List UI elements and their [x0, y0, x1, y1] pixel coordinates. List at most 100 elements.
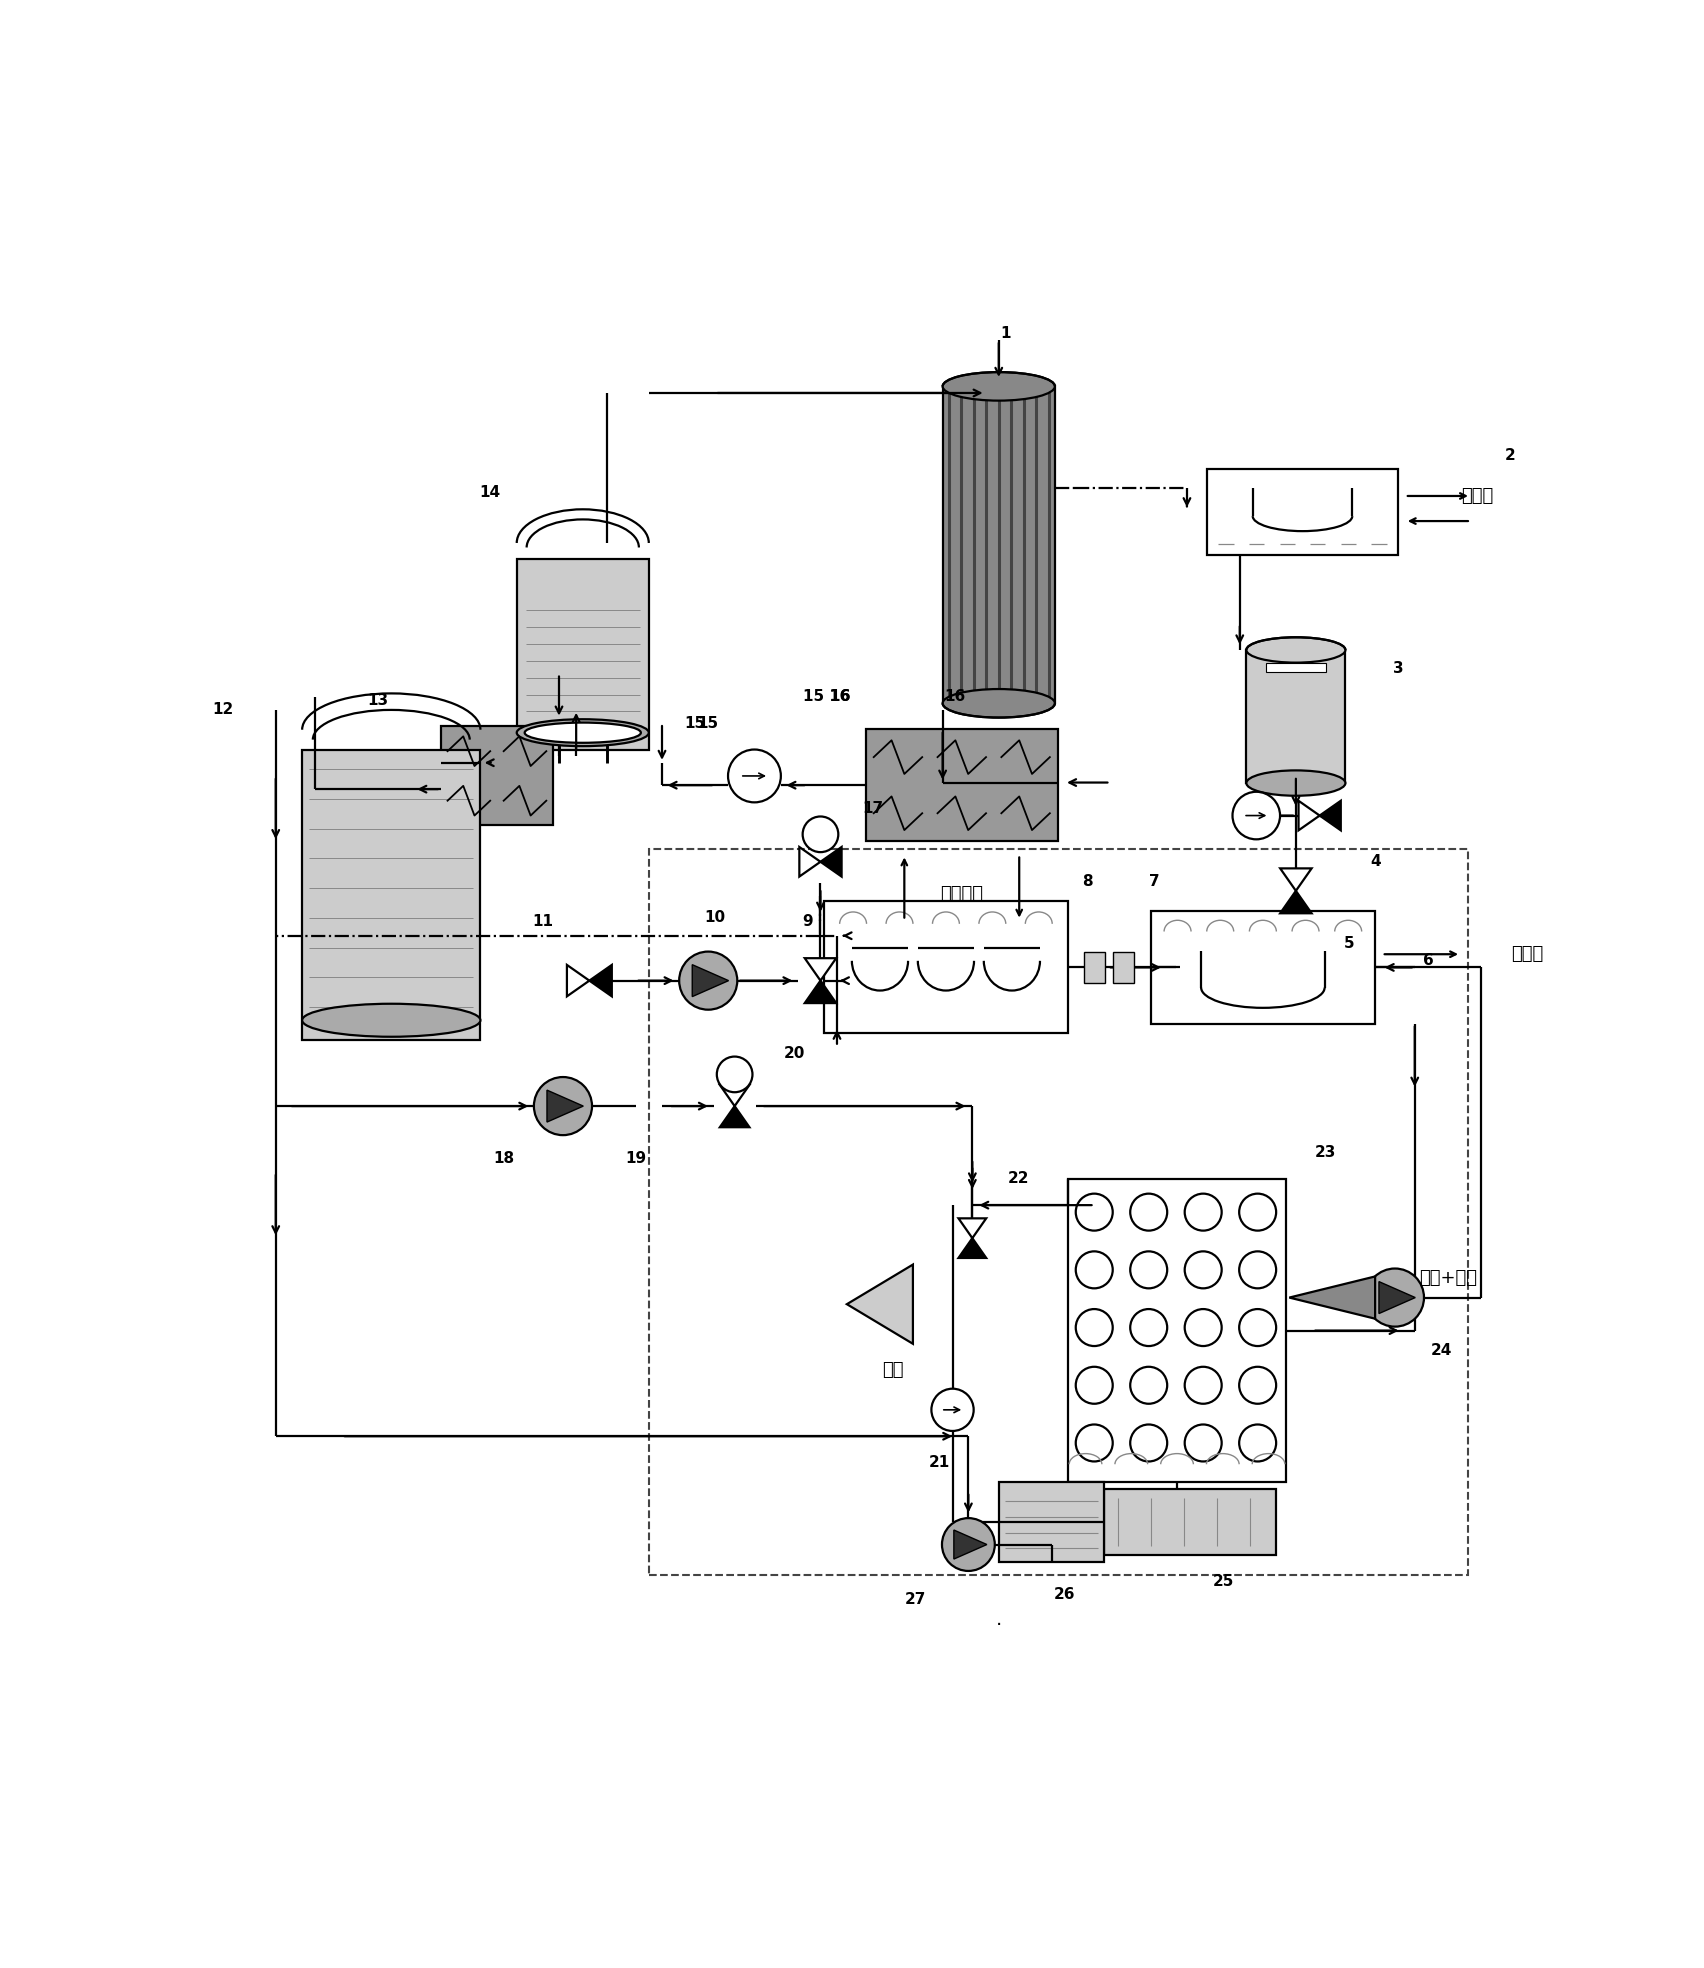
- Ellipse shape: [942, 372, 1055, 401]
- Bar: [1084, 953, 1106, 984]
- Circle shape: [1184, 1425, 1222, 1462]
- Text: 新风+回风: 新风+回风: [1419, 1269, 1477, 1287]
- Polygon shape: [954, 1529, 987, 1559]
- Text: 20: 20: [784, 1045, 804, 1061]
- Text: 5: 5: [1343, 937, 1355, 951]
- Text: 3: 3: [1392, 661, 1404, 677]
- Text: 15 16: 15 16: [803, 689, 850, 703]
- Polygon shape: [1290, 1277, 1375, 1319]
- Text: 24: 24: [1430, 1342, 1452, 1358]
- Circle shape: [1184, 1368, 1222, 1403]
- Circle shape: [1130, 1425, 1167, 1462]
- Bar: [866, 728, 1058, 840]
- Ellipse shape: [1246, 769, 1346, 795]
- Circle shape: [1367, 1269, 1425, 1326]
- Bar: [1113, 953, 1135, 984]
- Text: 2: 2: [1505, 449, 1517, 462]
- Text: 25: 25: [1213, 1574, 1234, 1588]
- Circle shape: [1130, 1309, 1167, 1346]
- Circle shape: [717, 1057, 753, 1092]
- Polygon shape: [821, 846, 842, 876]
- Text: 热源加热: 热源加热: [941, 886, 983, 903]
- Polygon shape: [1280, 868, 1312, 892]
- Circle shape: [1075, 1368, 1113, 1403]
- Polygon shape: [804, 980, 837, 1004]
- Polygon shape: [847, 1265, 913, 1344]
- Bar: [441, 726, 554, 825]
- Circle shape: [1239, 1425, 1276, 1462]
- Ellipse shape: [302, 1004, 481, 1037]
- Text: 17: 17: [862, 801, 884, 817]
- Text: 19: 19: [625, 1151, 646, 1167]
- Bar: [823, 901, 1068, 1033]
- Circle shape: [942, 1517, 995, 1570]
- Text: 7: 7: [1148, 874, 1159, 890]
- Text: 15: 15: [697, 716, 719, 730]
- Text: 15: 15: [685, 716, 705, 730]
- Text: 27: 27: [905, 1592, 927, 1608]
- Circle shape: [1184, 1195, 1222, 1230]
- Text: 22: 22: [1007, 1171, 1029, 1187]
- Text: 冷却水: 冷却水: [1462, 486, 1494, 506]
- Text: 4: 4: [1370, 854, 1380, 870]
- Text: 8: 8: [1082, 874, 1094, 890]
- Bar: [1068, 1179, 1287, 1482]
- Text: 23: 23: [1315, 1145, 1336, 1159]
- Circle shape: [1130, 1195, 1167, 1230]
- Circle shape: [533, 1076, 591, 1136]
- Polygon shape: [692, 964, 729, 996]
- Polygon shape: [719, 1084, 750, 1106]
- Bar: [999, 1482, 1104, 1563]
- Ellipse shape: [516, 718, 649, 746]
- Text: 冷媒水: 冷媒水: [1511, 945, 1544, 962]
- Bar: [1206, 468, 1399, 555]
- Text: 1: 1: [1000, 327, 1010, 340]
- Bar: [1150, 911, 1375, 1023]
- Polygon shape: [1319, 801, 1341, 830]
- Text: 13: 13: [368, 693, 389, 708]
- Circle shape: [1184, 1309, 1222, 1346]
- Circle shape: [803, 817, 838, 852]
- Circle shape: [1075, 1252, 1113, 1289]
- Bar: [523, 604, 642, 716]
- Text: M: M: [729, 1069, 740, 1078]
- Polygon shape: [799, 846, 821, 876]
- Circle shape: [1239, 1368, 1276, 1403]
- Text: 21: 21: [929, 1454, 949, 1470]
- Text: 26: 26: [1055, 1588, 1075, 1602]
- Polygon shape: [1298, 801, 1319, 830]
- Circle shape: [1130, 1368, 1167, 1403]
- Bar: [1246, 649, 1346, 783]
- Text: 12: 12: [213, 703, 233, 718]
- Circle shape: [728, 750, 780, 803]
- Polygon shape: [719, 1106, 750, 1128]
- Circle shape: [1239, 1252, 1276, 1289]
- Circle shape: [1130, 1252, 1167, 1289]
- Polygon shape: [1280, 892, 1312, 913]
- Polygon shape: [1379, 1281, 1416, 1313]
- Polygon shape: [804, 958, 837, 980]
- Bar: [1104, 1490, 1276, 1555]
- Text: 16: 16: [944, 689, 966, 703]
- Circle shape: [680, 953, 738, 1010]
- Text: 14: 14: [481, 484, 501, 500]
- Bar: [942, 386, 1055, 703]
- Polygon shape: [567, 964, 590, 996]
- Text: 9: 9: [803, 913, 813, 929]
- Text: 18: 18: [492, 1151, 515, 1167]
- Circle shape: [1075, 1309, 1113, 1346]
- Bar: [302, 750, 481, 1039]
- Circle shape: [932, 1389, 973, 1431]
- Circle shape: [1239, 1195, 1276, 1230]
- Ellipse shape: [1246, 638, 1346, 663]
- Text: 10: 10: [704, 909, 726, 925]
- Polygon shape: [958, 1238, 987, 1258]
- Ellipse shape: [942, 689, 1055, 718]
- Text: 送风: 送风: [883, 1362, 903, 1380]
- Text: 11: 11: [533, 913, 554, 929]
- Text: ·: ·: [995, 1616, 1002, 1635]
- Circle shape: [1075, 1425, 1113, 1462]
- Text: M: M: [816, 829, 825, 838]
- Circle shape: [1232, 791, 1280, 838]
- Bar: [516, 559, 649, 750]
